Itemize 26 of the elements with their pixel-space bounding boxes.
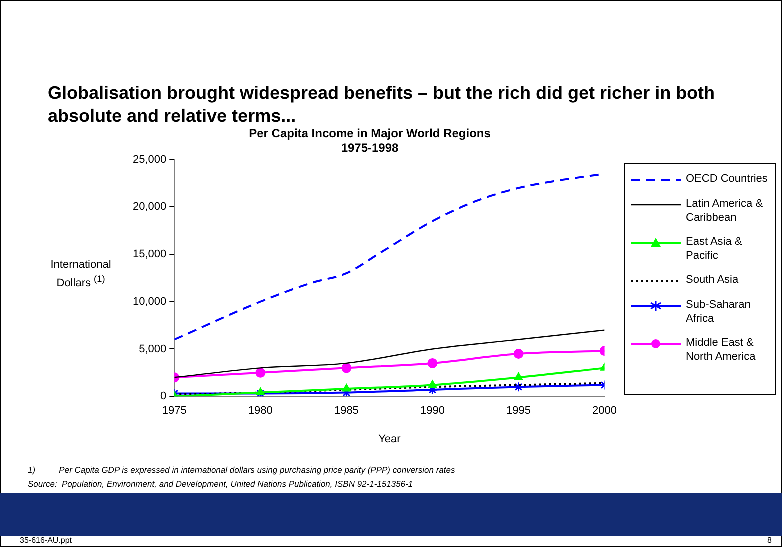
x-tick-label: 1975 [162, 405, 187, 418]
source-note: Source: Population, Environment, and Development, United Nations Publication, ISBN 92-1-151356-1 [28, 479, 414, 489]
y-tick-label: 20,000 [132, 201, 167, 214]
x-tick-label: 2000 [592, 405, 618, 418]
x-tick-label: 1995 [506, 405, 531, 418]
y-tick-label: 15,000 [132, 248, 167, 261]
legend-label: OECD Countries [686, 172, 768, 186]
x-tick-label: 1985 [334, 405, 359, 418]
y-tick-label: 5,000 [139, 343, 167, 356]
legend-label: Sub-Saharan Africa [686, 298, 752, 326]
y-tick-label: 0 [160, 390, 167, 403]
legend-label: Middle East & North America [686, 336, 757, 364]
x-axis-title: Year [378, 433, 402, 446]
y-tick-label: 25,000 [132, 154, 167, 166]
chart-subtitle: Per Capita Income in Major World Regions 1975-1998 [249, 126, 492, 155]
legend-label: South Asia [686, 273, 739, 287]
x-tick-label: 1980 [248, 405, 273, 418]
legend-label: Latin America & Caribbean [686, 197, 764, 225]
x-tick-label: 1990 [420, 405, 445, 418]
y-axis-title: International Dollars $^{(1)}$ [50, 258, 112, 291]
y-tick-label: 10,000 [132, 296, 167, 308]
text: 8 [768, 536, 772, 545]
text: 1) Per Capita GDP is expressed in international dollars using purchasing price parity (PPP) conversion rates [28, 465, 456, 475]
text: 35-616-AU.ppt [20, 536, 72, 545]
legend-label: East Asia & Pacific [686, 235, 744, 263]
chart-title: Globalisation brought widespread benefits – but the rich did get richer in both absolute and relative terms... [48, 82, 716, 128]
